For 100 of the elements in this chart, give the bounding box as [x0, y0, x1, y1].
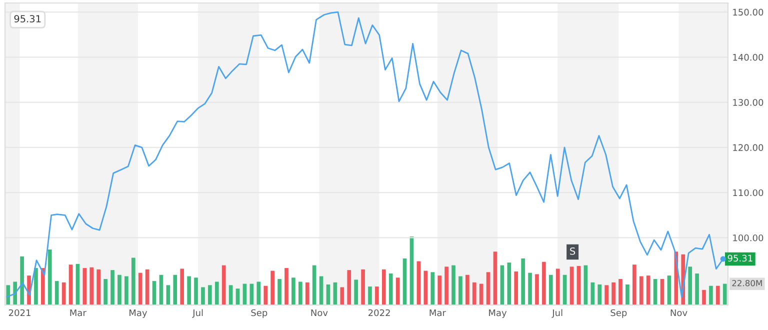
bar [347, 270, 352, 305]
bar [535, 274, 539, 305]
bar [375, 286, 379, 305]
bar [444, 266, 448, 305]
bar [702, 290, 706, 305]
bar [159, 274, 164, 305]
x-tick-label: Jul [552, 309, 562, 318]
bar [90, 267, 94, 305]
bar [194, 278, 198, 305]
bar [716, 286, 720, 305]
bar [34, 268, 38, 305]
annotation: 95.31 [728, 254, 752, 262]
bar [361, 269, 365, 305]
bar [576, 266, 581, 305]
bar [131, 258, 136, 305]
bar [562, 274, 567, 305]
bar [626, 284, 630, 305]
x-tick-label: 2022 [368, 309, 390, 316]
bar [688, 266, 692, 305]
bar [228, 285, 233, 305]
x-tick-label: Jul [192, 309, 203, 318]
bar [604, 285, 608, 305]
bar [54, 281, 59, 305]
bar [187, 276, 191, 305]
text: 22.80M [732, 280, 762, 286]
bar [486, 272, 490, 305]
bar [722, 284, 727, 305]
bar [104, 278, 108, 305]
annotation: 95.31 [14, 15, 41, 22]
bar [388, 274, 393, 305]
bar [214, 282, 219, 305]
bar [653, 278, 658, 305]
y-tick-label: 100.00 [733, 234, 764, 242]
bar [340, 287, 344, 305]
x-tick-label: Nov [670, 309, 688, 316]
bar [396, 278, 400, 305]
bar [521, 258, 525, 305]
bar [493, 252, 498, 305]
bar [270, 270, 274, 305]
bar [514, 271, 518, 305]
bar [284, 268, 288, 305]
bar [612, 282, 616, 305]
bar [173, 274, 178, 305]
bar [6, 285, 10, 305]
x-tick-label: May [130, 309, 148, 318]
bar [500, 265, 504, 305]
bar [110, 270, 114, 305]
y-tick-label: 130.00 [733, 99, 764, 106]
bar [598, 284, 602, 305]
bar [639, 276, 644, 305]
bar [256, 282, 261, 305]
bar [166, 285, 170, 305]
bar [507, 262, 512, 305]
bar [570, 266, 574, 305]
bar [438, 276, 442, 305]
y-tick-label: 140.00 [733, 54, 764, 61]
bar [68, 264, 73, 305]
bar [305, 282, 310, 305]
bar [618, 278, 622, 305]
x-tick-label: May [489, 309, 507, 318]
bar [76, 264, 80, 305]
bar [312, 265, 316, 305]
bar [118, 274, 122, 305]
bar [138, 272, 142, 305]
bar [145, 269, 150, 305]
bar [452, 265, 456, 305]
y-tick-label: 150.00 [733, 8, 764, 16]
x-tick-label: Mar [70, 309, 86, 316]
bar [82, 268, 87, 305]
bar [458, 276, 462, 305]
bar [319, 276, 324, 305]
bar [382, 269, 386, 305]
bar [465, 274, 470, 305]
bar [416, 261, 421, 305]
bar [152, 281, 156, 305]
bar [472, 282, 476, 305]
x-tick-label: Mar [430, 309, 446, 316]
bar [124, 276, 128, 305]
bar [48, 250, 52, 305]
bar [13, 282, 18, 305]
bar [646, 276, 650, 305]
bar [402, 258, 407, 305]
bar [368, 286, 372, 305]
bar [208, 285, 212, 305]
bar [528, 272, 532, 305]
bar [278, 278, 282, 305]
bar [584, 265, 588, 305]
bar [180, 268, 184, 305]
annotation: S [570, 247, 576, 255]
bar [590, 282, 595, 305]
bar [264, 286, 268, 305]
bar [96, 269, 101, 305]
bar [292, 278, 296, 305]
bar [709, 286, 713, 305]
bar [201, 287, 205, 305]
bar [222, 265, 226, 305]
bar [632, 264, 636, 305]
bar [424, 270, 428, 305]
x-tick-label: Sep [251, 309, 268, 318]
bar [667, 276, 672, 305]
